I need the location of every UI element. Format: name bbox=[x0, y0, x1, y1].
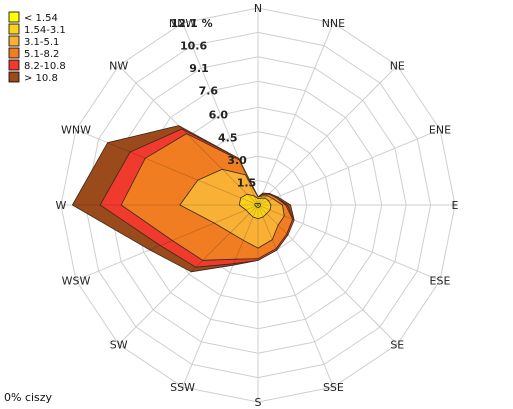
radial-tick-labels: 1.5 3.0 4.5 6.0 7.6 9.1 10.6 12.1 % bbox=[171, 17, 257, 189]
legend: < 1.541.54-3.13.1-5.15.1-8.28.2-10.8> 10… bbox=[8, 11, 66, 84]
direction-label-nnw: NNW bbox=[169, 17, 196, 30]
radial-tick-label: 12.1 % bbox=[171, 17, 213, 30]
legend-swatch bbox=[8, 71, 20, 83]
overlay-spoke-ssw bbox=[232, 204, 259, 266]
direction-label-se: SE bbox=[390, 338, 404, 351]
direction-label-ne: NE bbox=[390, 60, 405, 73]
legend-label: 1.54-3.1 bbox=[24, 25, 66, 36]
wind-rose-series bbox=[72, 125, 295, 273]
direction-label-sw: SW bbox=[110, 338, 128, 351]
direction-label-w: W bbox=[56, 199, 67, 212]
direction-label-n: N bbox=[254, 2, 262, 15]
overlay-spoke-nnw bbox=[238, 158, 259, 206]
overlay-spoke-sse bbox=[257, 204, 278, 251]
calm-label: 0% ciszy bbox=[4, 391, 53, 404]
direction-labels: N NNE NE ENE E ESE SE SSE S SSW SW WSW W WNW NW NNW bbox=[56, 2, 459, 409]
polar-spokes-overlay bbox=[72, 125, 295, 273]
radial-tick-label: 6.0 bbox=[209, 109, 229, 122]
grid-spoke-ne bbox=[257, 65, 398, 206]
direction-label-ssw: SSW bbox=[170, 381, 195, 394]
legend-label: > 10.8 bbox=[24, 73, 58, 84]
direction-label-nne: NNE bbox=[322, 17, 345, 30]
direction-label-s: S bbox=[255, 396, 262, 409]
overlay-spoke-nw bbox=[178, 125, 259, 206]
direction-label-e: E bbox=[452, 199, 459, 212]
legend-swatch bbox=[8, 47, 20, 59]
radial-tick-label: 3.0 bbox=[227, 154, 247, 167]
legend-label: 8.2-10.8 bbox=[24, 61, 66, 72]
legend-swatch bbox=[8, 35, 20, 47]
legend-swatch bbox=[8, 11, 20, 23]
series-1-54-3-1 bbox=[238, 193, 272, 220]
direction-label-ese: ESE bbox=[430, 274, 451, 287]
overlay-spoke-sw bbox=[190, 204, 259, 273]
polar-grid bbox=[60, 7, 456, 403]
direction-label-wnw: WNW bbox=[61, 124, 91, 137]
direction-label-ene: ENE bbox=[429, 124, 451, 137]
legend-label: 3.1-5.1 bbox=[24, 37, 59, 48]
overlay-spoke-nne bbox=[257, 192, 264, 206]
overlay-spoke-ese bbox=[257, 204, 295, 221]
overlay-spoke-se bbox=[257, 204, 289, 236]
legend-swatch bbox=[8, 59, 20, 71]
grid-spoke-nne bbox=[257, 22, 334, 206]
overlay-spoke-wnw bbox=[107, 142, 259, 206]
direction-label-nw: NW bbox=[109, 60, 128, 73]
overlay-spoke-ene bbox=[257, 196, 278, 206]
radial-tick-label: 10.6 bbox=[180, 40, 207, 53]
direction-label-wsw: WSW bbox=[62, 274, 91, 287]
grid-spoke-ene bbox=[257, 129, 441, 206]
radial-tick-label: 1.5 bbox=[237, 176, 257, 189]
overlay-spoke-ne bbox=[257, 193, 270, 206]
series-3-1-5-1 bbox=[179, 168, 285, 249]
direction-label-sse: SSE bbox=[323, 381, 344, 394]
overlay-spoke-wsw bbox=[149, 204, 259, 251]
radial-tick-label: 4.5 bbox=[218, 131, 238, 144]
series-1-54 bbox=[254, 202, 261, 208]
radial-tick-label: 9.1 bbox=[189, 62, 209, 75]
legend-swatch bbox=[8, 23, 20, 35]
radial-tick-label: 7.6 bbox=[199, 85, 219, 98]
legend-label: 5.1-8.2 bbox=[24, 49, 59, 60]
legend-label: < 1.54 bbox=[24, 13, 58, 24]
